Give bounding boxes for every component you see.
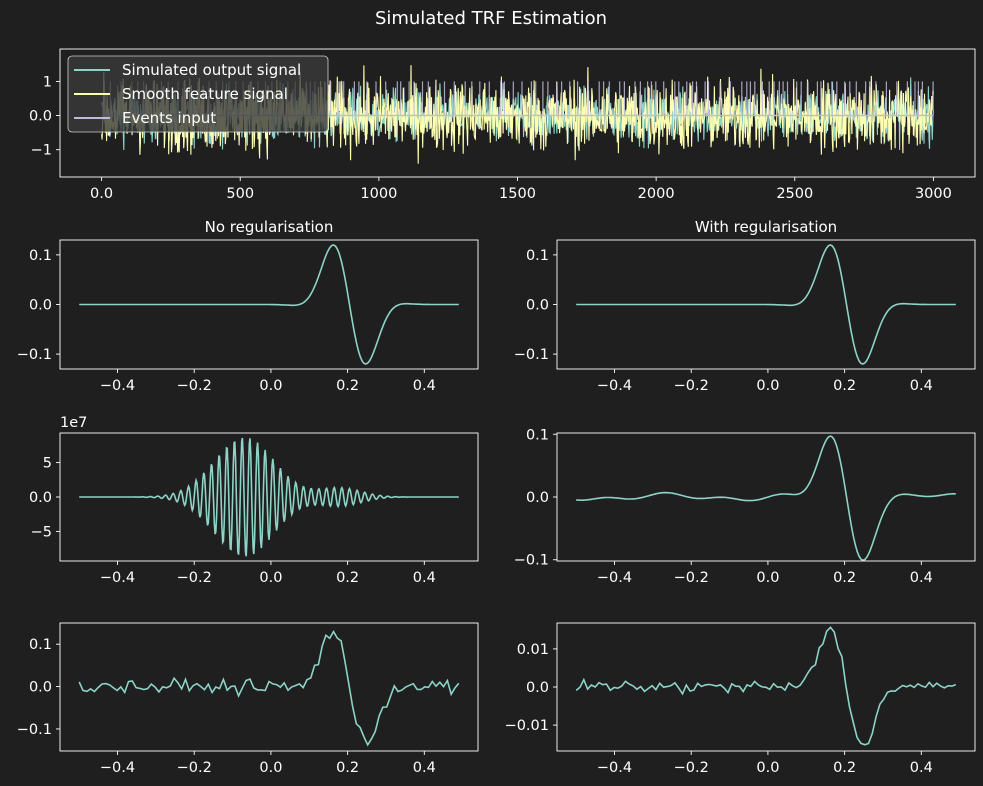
x-tick-label: −0.4 bbox=[100, 760, 135, 776]
plot-area bbox=[78, 629, 460, 747]
x-tick-label: 500 bbox=[226, 186, 254, 202]
series-line bbox=[576, 435, 956, 561]
chart-panel: −0.4 −0.2 0.0 0.2 0.4 −0.01 0.0 0.01 bbox=[505, 622, 976, 776]
x-tick-label: 0.0 bbox=[90, 186, 113, 202]
x-tick-label: −0.4 bbox=[597, 570, 632, 586]
x-tick-label: 0.2 bbox=[336, 378, 359, 394]
x-tick-label: 2000 bbox=[638, 186, 675, 202]
y-tick-label: 0.0 bbox=[29, 298, 52, 314]
series-line bbox=[576, 244, 956, 365]
series-line bbox=[575, 626, 957, 746]
y-tick-label: −1 bbox=[31, 143, 52, 159]
axes-title: No regularisation bbox=[205, 218, 334, 236]
plot-area bbox=[576, 244, 956, 365]
x-tick-label: 1000 bbox=[360, 186, 397, 202]
x-tick-label: −0.2 bbox=[674, 378, 709, 394]
series-line bbox=[79, 437, 459, 557]
x-tick-label: 0.4 bbox=[910, 378, 933, 394]
x-tick-label: 0.2 bbox=[833, 760, 856, 776]
x-tick-label: 0.4 bbox=[910, 760, 933, 776]
chart-panel: −0.4 −0.2 0.0 0.2 0.4 −0.1 0.0 0.1 bbox=[17, 622, 479, 776]
x-tick-label: −0.4 bbox=[597, 378, 632, 394]
x-tick-label: 0.2 bbox=[833, 378, 856, 394]
plot-area bbox=[79, 244, 459, 365]
plot-area bbox=[79, 437, 459, 557]
legend-box bbox=[67, 55, 329, 133]
y-tick-label: 0.0 bbox=[29, 490, 52, 506]
y-offset-text: 1e7 bbox=[60, 415, 87, 431]
x-tick-label: −0.4 bbox=[100, 378, 135, 394]
x-tick-label: 1500 bbox=[499, 186, 536, 202]
legend: Simulated output signal Smooth feature si… bbox=[67, 55, 329, 133]
x-tick-label: 0.0 bbox=[259, 760, 282, 776]
y-tick-label: 0.01 bbox=[517, 642, 549, 658]
y-tick-label: 0.0 bbox=[29, 680, 52, 696]
legend-label: Simulated output signal bbox=[122, 61, 301, 79]
x-tick-label: 0.0 bbox=[756, 378, 779, 394]
x-tick-label: −0.4 bbox=[597, 760, 632, 776]
y-tick-label: −0.01 bbox=[505, 718, 549, 734]
chart-panel: −0.4 −0.2 0.0 0.2 0.4 −0.1 0.0 0.1 No regularisa… bbox=[17, 218, 479, 394]
plot-area bbox=[576, 435, 956, 561]
axes-title: With regularisation bbox=[695, 218, 837, 236]
y-tick-label: −0.1 bbox=[17, 347, 52, 363]
y-tick-label: 0.1 bbox=[29, 248, 52, 264]
x-tick-label: 0.0 bbox=[756, 570, 779, 586]
x-tick-label: 2500 bbox=[776, 186, 813, 202]
x-tick-label: 0.0 bbox=[756, 760, 779, 776]
chart-panel: −0.4 −0.2 0.0 0.2 0.4 −0.1 0.0 0.1 With regulari… bbox=[514, 218, 976, 394]
figure-title: Simulated TRF Estimation bbox=[375, 8, 607, 29]
x-tick-label: 0.4 bbox=[413, 570, 436, 586]
x-tick-label: 0.0 bbox=[259, 378, 282, 394]
y-tick-label: 0.0 bbox=[526, 490, 549, 506]
y-tick-label: 1 bbox=[43, 74, 52, 90]
y-tick-label: −0.1 bbox=[514, 347, 549, 363]
series-line bbox=[79, 244, 459, 365]
x-tick-label: −0.2 bbox=[177, 760, 212, 776]
x-tick-label: 0.2 bbox=[336, 570, 359, 586]
x-tick-label: −0.2 bbox=[674, 570, 709, 586]
x-tick-label: −0.2 bbox=[674, 760, 709, 776]
y-tick-label: 0.1 bbox=[29, 637, 52, 653]
x-tick-label: −0.2 bbox=[177, 570, 212, 586]
x-tick-label: 0.0 bbox=[259, 570, 282, 586]
x-tick-label: 0.4 bbox=[413, 378, 436, 394]
y-tick-label: 0.0 bbox=[526, 298, 549, 314]
x-tick-label: 3000 bbox=[915, 186, 952, 202]
legend-label: Smooth feature signal bbox=[122, 85, 288, 103]
y-tick-label: 0.1 bbox=[526, 248, 549, 264]
chart-panel: −0.4 −0.2 0.0 0.2 0.4 −5 0.0 5 1e7 bbox=[29, 415, 479, 586]
x-tick-label: 0.4 bbox=[910, 570, 933, 586]
y-tick-label: 0.0 bbox=[29, 109, 52, 125]
y-tick-label: 5 bbox=[43, 456, 52, 472]
chart-panel: 0.0 500 1000 1500 2000 2500 3000 −1 0.0 1 Simulate… bbox=[29, 48, 976, 202]
y-tick-label: −0.1 bbox=[514, 553, 549, 569]
x-tick-label: −0.2 bbox=[177, 378, 212, 394]
y-tick-label: −0.1 bbox=[17, 722, 52, 738]
x-tick-label: 0.2 bbox=[336, 760, 359, 776]
x-tick-label: −0.4 bbox=[100, 570, 135, 586]
plot-area bbox=[575, 626, 957, 746]
x-tick-label: 0.4 bbox=[413, 760, 436, 776]
legend-label: Events input bbox=[122, 109, 216, 127]
y-tick-label: 0.0 bbox=[526, 680, 549, 696]
chart-panel: −0.4 −0.2 0.0 0.2 0.4 −0.1 0.0 0.1 bbox=[514, 427, 976, 586]
series-line bbox=[78, 629, 460, 747]
x-tick-label: 0.2 bbox=[833, 570, 856, 586]
y-tick-label: 0.1 bbox=[526, 427, 549, 443]
y-tick-label: −5 bbox=[31, 524, 52, 540]
